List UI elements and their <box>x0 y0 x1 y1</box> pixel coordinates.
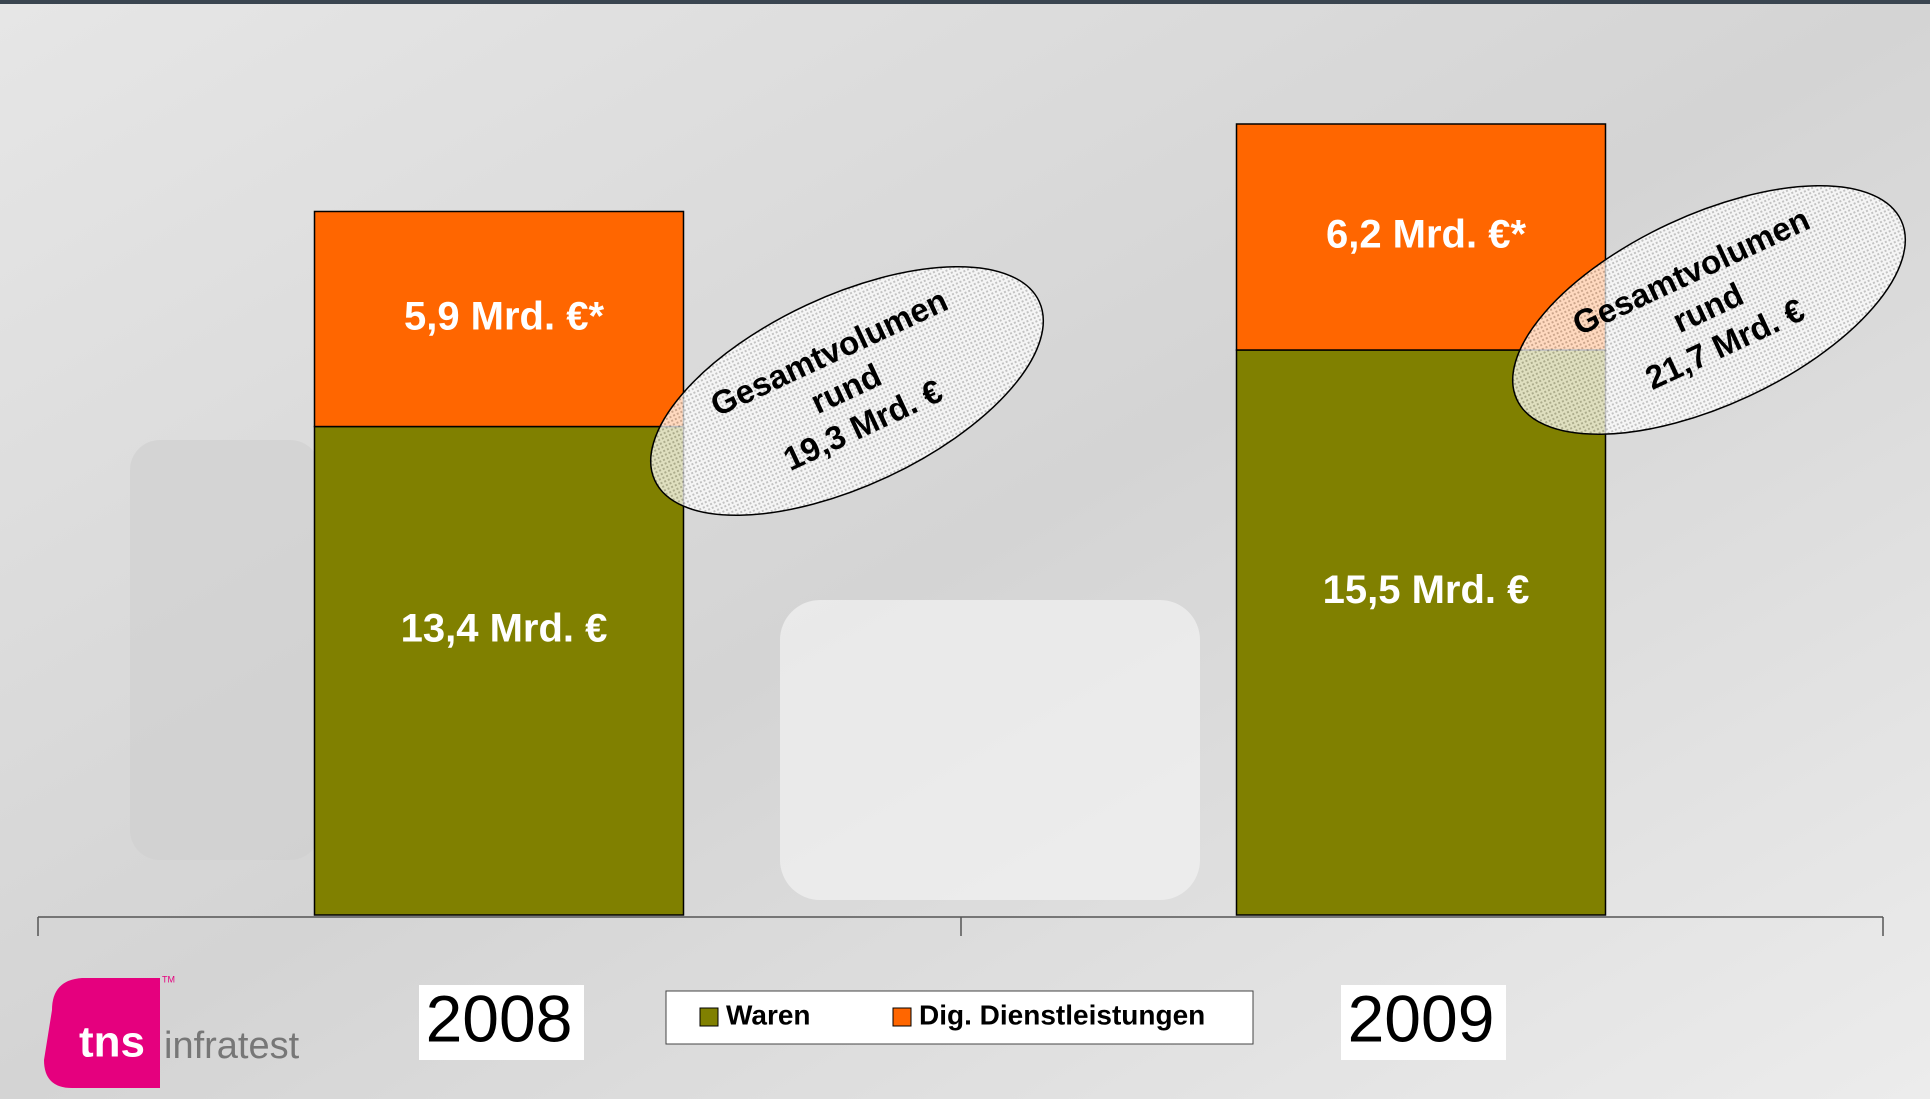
value-label: 5,9 Mrd. €* <box>404 295 605 339</box>
annotation-ellipse <box>649 265 1045 517</box>
category-label: 2008 <box>426 981 573 1055</box>
background-decor <box>780 600 1200 900</box>
top-rule <box>0 0 1930 4</box>
legend-label: Dig. Dienstleistungen <box>919 999 1205 1030</box>
bar-segment <box>313 425 685 916</box>
legend-label: Waren <box>726 999 811 1030</box>
category-label: 2009 <box>1348 981 1495 1055</box>
logo-mark: TM <box>162 974 175 984</box>
legend-swatch <box>699 1007 719 1027</box>
bar-segment <box>1235 349 1607 916</box>
logo-shape <box>44 978 160 1088</box>
background-decor <box>130 440 320 860</box>
logo-name: infratest <box>164 1025 300 1067</box>
value-label: 6,2 Mrd. €* <box>1326 213 1527 257</box>
legend-swatch <box>892 1007 912 1027</box>
annotation-ellipse <box>1511 184 1907 436</box>
bar-segment <box>313 210 685 428</box>
logo: tns TM infratest <box>44 974 300 1088</box>
legend-box <box>665 990 1254 1045</box>
logo-brand: tns <box>79 1018 145 1067</box>
category-label-bg <box>1341 985 1506 1060</box>
value-label: 15,5 Mrd. € <box>1323 568 1530 612</box>
value-label: 13,4 Mrd. € <box>401 606 608 650</box>
category-label-bg <box>419 985 584 1060</box>
